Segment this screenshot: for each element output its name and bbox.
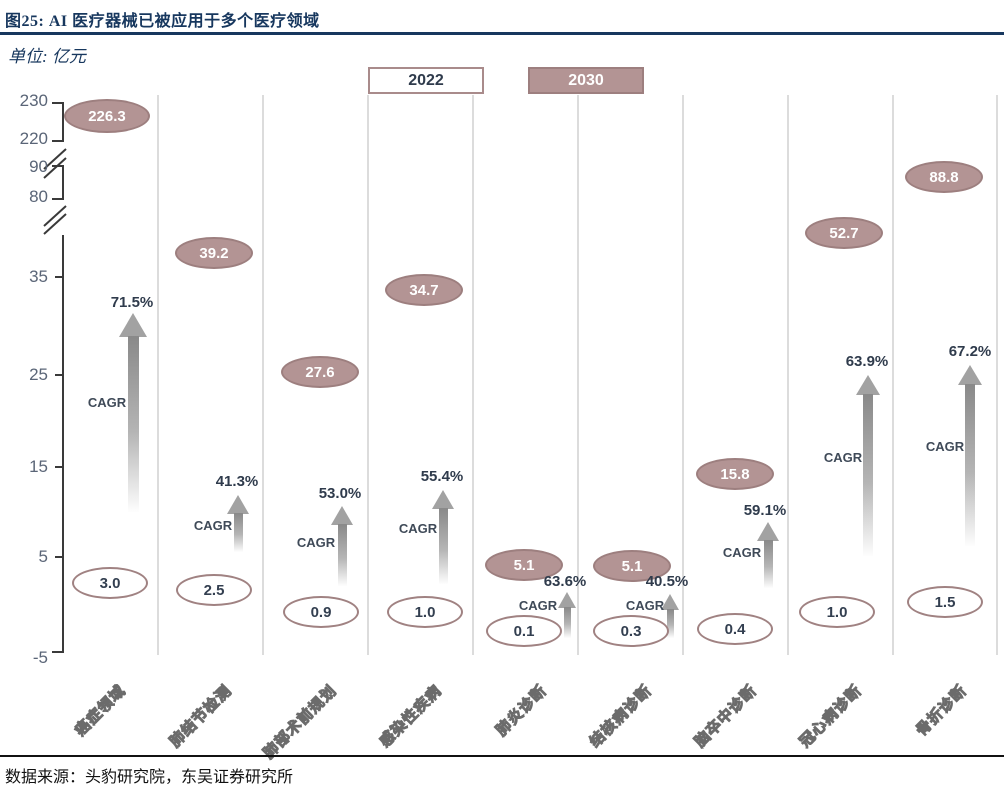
title-bar: 图25: AI 医疗器械已被应用于多个医疗领域 [0,0,1004,33]
cagr-arrow-shaft [128,336,139,512]
y-tick-label: 230 [19,91,48,110]
cagr-value: 71.5% [110,294,154,311]
category-label: 脑卒中诊断 [691,682,761,752]
cagr-value: 53.0% [318,485,362,502]
unit-label: 单位: 亿元 [8,47,86,66]
category-label: 冠心病诊断 [796,682,866,752]
cagr-value: 67.2% [948,343,992,360]
category-separator [472,95,474,655]
category-separator [367,95,369,655]
cagr-value: 55.4% [420,468,464,485]
source-divider [0,755,1004,757]
cagr-value: 40.5% [645,573,689,590]
value-2022-bubble: 0.3 [593,615,669,647]
value-2030-bubble: 5.1 [485,549,563,581]
value-2030-bubble: 52.7 [805,217,883,249]
y-tick-label: 5 [38,547,48,566]
category-separator [892,95,894,655]
axis-segment-top [52,102,64,142]
value-2022-bubble: 2.5 [176,574,252,606]
axis-segment-mid [52,165,64,200]
category-label: 结核病诊断 [586,682,656,752]
cagr-caption: CAGR [87,395,127,410]
cagr-caption: CAGR [722,545,762,560]
value-2030-bubble: 39.2 [175,237,253,269]
value-2022-bubble: 3.0 [72,567,148,599]
cagr-caption: CAGR [823,450,863,465]
title-divider [0,32,1004,35]
cagr-arrow-icon [227,495,249,514]
y-tick-label: 220 [19,129,48,148]
category-label: 骨折诊断 [912,682,971,740]
value-2030-bubble: 5.1 [593,550,671,582]
cagr-caption: CAGR [193,518,233,533]
category-label: 肺部术前规划 [260,682,341,763]
value-2030-bubble: 34.7 [385,274,463,306]
category-label: 肺炎诊断 [492,682,551,740]
cagr-arrow-icon [558,592,576,608]
legend-item-2022: 2022 [368,67,484,94]
value-2030-bubble: 226.3 [64,99,150,133]
cagr-arrow-shaft [667,609,674,638]
legend-2022-label: 2022 [408,71,444,89]
category-separator [157,95,159,655]
legend-2030-label: 2030 [568,71,604,89]
cagr-arrow-shaft [564,607,571,638]
cagr-arrow-icon [757,522,779,541]
cagr-arrow-icon [119,313,147,337]
category-label: 癌症领域 [71,682,130,740]
value-2030-bubble: 88.8 [905,161,983,193]
cagr-arrow-icon [958,365,982,385]
cagr-arrow-shaft [439,508,448,584]
category-separator [682,95,684,655]
y-tick-label: 80 [29,187,48,206]
value-2022-bubble: 0.1 [486,615,562,647]
value-2022-bubble: 0.9 [283,596,359,628]
cagr-arrow-shaft [965,384,975,546]
cagr-arrow-icon [432,490,454,509]
y-tick-label: 15 [29,457,48,476]
cagr-caption: CAGR [925,439,965,454]
category-separator [577,95,579,655]
cagr-arrow-shaft [338,524,347,586]
y-tick-label: -5 [32,648,48,667]
cagr-value: 41.3% [215,473,259,490]
axis-ticks [55,276,63,558]
cagr-caption: CAGR [625,598,665,613]
value-2022-bubble: 1.0 [387,596,463,628]
category-separator [996,95,998,655]
cagr-caption: CAGR [398,521,438,536]
value-2030-bubble: 15.8 [696,458,774,490]
cagr-value: 59.1% [743,502,787,519]
value-2022-bubble: 0.4 [697,613,773,645]
cagr-caption: CAGR [518,598,558,613]
data-source: 数据来源：头豹研究院，东吴证券研究所 [5,769,294,786]
axis-break-icon [43,205,67,235]
y-tick-label: 35 [29,267,48,286]
value-2030-bubble: 27.6 [281,356,359,388]
figure-title: 图25: AI 医疗器械已被应用于多个医疗领域 [5,13,320,30]
axis-segment-main [52,235,64,653]
cagr-arrow-icon [661,594,679,610]
cagr-arrow-shaft [863,394,873,556]
y-tick-label: 90 [29,157,48,176]
cagr-value: 63.6% [543,573,587,590]
cagr-caption: CAGR [296,535,336,550]
cagr-value: 63.9% [845,353,889,370]
cagr-arrow-shaft [764,540,773,588]
cagr-arrow-icon [856,375,880,395]
category-separator [262,95,264,655]
cagr-arrow-icon [331,506,353,525]
category-label: 感染性疾病 [376,682,446,752]
value-2022-bubble: 1.0 [799,596,875,628]
cagr-arrow-shaft [234,513,243,552]
category-label: 肺结节检测 [166,682,236,752]
value-2022-bubble: 1.5 [907,586,983,618]
y-tick-label: 25 [29,365,48,384]
category-separator [787,95,789,655]
legend-item-2030: 2030 [528,67,644,94]
